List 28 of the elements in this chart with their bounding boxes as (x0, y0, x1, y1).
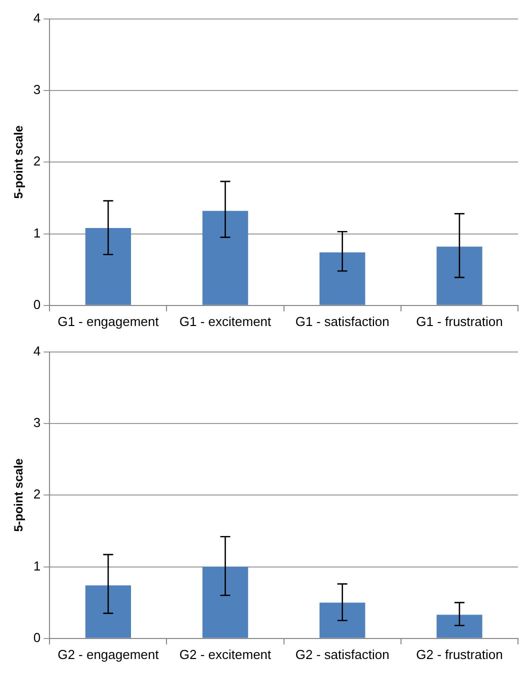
bar (436, 614, 482, 638)
x-tick-label: G2 - satisfaction (295, 646, 390, 662)
x-tick-label: G2 - engagement (58, 646, 160, 662)
bar (202, 210, 248, 305)
y-tick-label: 3 (33, 82, 41, 98)
y-tick-label: 1 (33, 225, 41, 240)
y-tick-label: 0 (33, 296, 41, 312)
bar (85, 585, 132, 638)
bar (320, 252, 366, 305)
y-tick-label: 1 (33, 558, 41, 574)
bar (436, 246, 482, 305)
x-tick-label: G1 - engagement (58, 314, 160, 329)
y-axis-title: 5-point scale (12, 125, 26, 199)
y-axis-title: 5-point scale (12, 458, 26, 532)
x-tick-label: G1 - excitement (179, 314, 272, 329)
y-tick-label: 4 (33, 343, 41, 358)
x-tick-label: G2 - frustration (416, 646, 503, 662)
x-tick-label: G2 - excitement (179, 646, 272, 662)
bar (202, 566, 248, 638)
y-tick-label: 4 (33, 10, 41, 26)
bar (320, 602, 366, 638)
y-tick-label: 0 (33, 630, 41, 645)
y-tick-label: 3 (33, 415, 41, 430)
y-tick-label: 2 (33, 486, 41, 502)
x-tick-label: G1 - frustration (416, 314, 503, 329)
y-tick-label: 2 (33, 154, 41, 169)
x-tick-label: G1 - satisfaction (295, 314, 390, 329)
bar (85, 228, 132, 305)
